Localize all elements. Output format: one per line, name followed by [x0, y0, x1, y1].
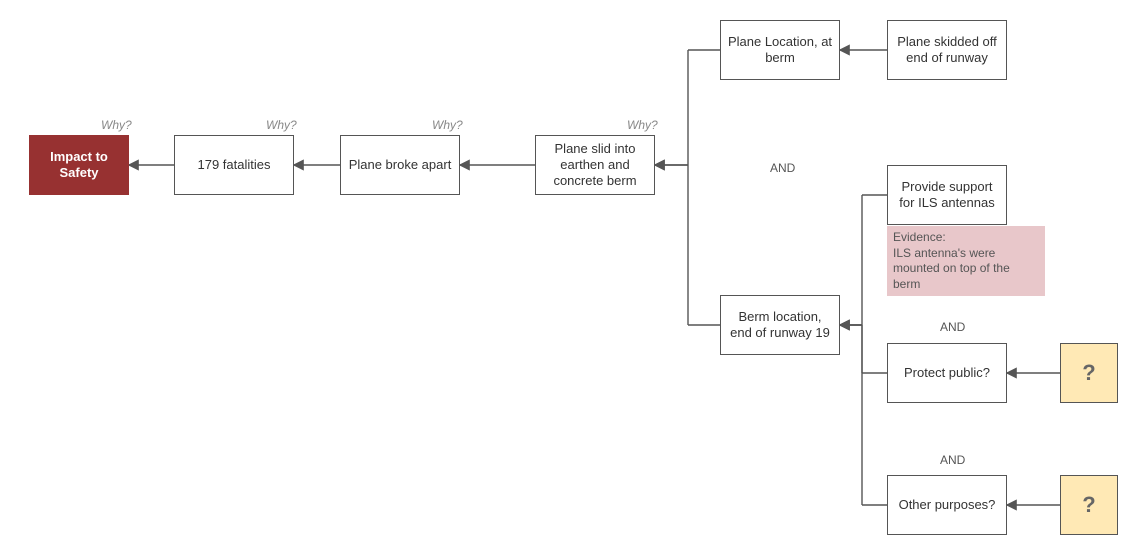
- and-label-3: AND: [940, 453, 965, 467]
- node-other-purposes: Other purposes?: [887, 475, 1007, 535]
- node-impact-to-safety: Impact to Safety: [29, 135, 129, 195]
- why-label-4: Why?: [627, 118, 658, 132]
- node-plane-slid-into-berm: Plane slid into earthen and concrete ber…: [535, 135, 655, 195]
- node-provide-support-ils: Provide support for ILS antennas: [887, 165, 1007, 225]
- node-plane-location-at-berm: Plane Location, at berm: [720, 20, 840, 80]
- node-question-1: ?: [1060, 343, 1118, 403]
- evidence-ils-antennas: Evidence: ILS antenna's were mounted on …: [887, 226, 1045, 296]
- node-plane-broke-apart: Plane broke apart: [340, 135, 460, 195]
- and-label-2: AND: [940, 320, 965, 334]
- node-protect-public: Protect public?: [887, 343, 1007, 403]
- node-plane-skidded-off-runway: Plane skidded off end of runway: [887, 20, 1007, 80]
- why-label-1: Why?: [101, 118, 132, 132]
- node-question-2: ?: [1060, 475, 1118, 535]
- and-label-1: AND: [770, 161, 795, 175]
- node-berm-location: Berm location, end of runway 19: [720, 295, 840, 355]
- why-label-2: Why?: [266, 118, 297, 132]
- why-label-3: Why?: [432, 118, 463, 132]
- node-179-fatalities: 179 fatalities: [174, 135, 294, 195]
